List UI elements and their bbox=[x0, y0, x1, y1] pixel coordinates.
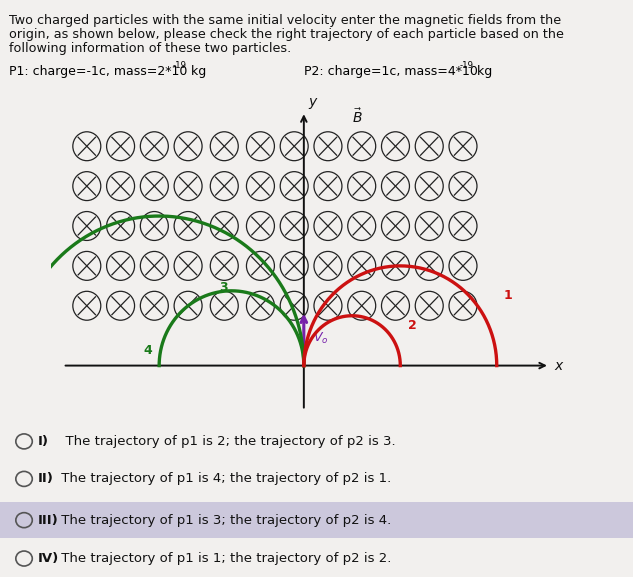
Text: IV): IV) bbox=[38, 552, 60, 565]
Text: 2: 2 bbox=[408, 319, 417, 332]
Text: -19: -19 bbox=[172, 61, 186, 70]
Text: P1: charge=-1c, mass=2*10: P1: charge=-1c, mass=2*10 bbox=[9, 65, 188, 78]
Text: III): III) bbox=[38, 514, 59, 527]
Text: The trajectory of p1 is 2; the trajectory of p2 is 3.: The trajectory of p1 is 2; the trajector… bbox=[57, 435, 396, 448]
Text: The trajectory of p1 is 4; the trajectory of p2 is 1.: The trajectory of p1 is 4; the trajector… bbox=[57, 473, 391, 485]
Text: P2: charge=1c, mass=4*10: P2: charge=1c, mass=4*10 bbox=[304, 65, 478, 78]
Text: x: x bbox=[555, 358, 563, 373]
Text: following information of these two particles.: following information of these two parti… bbox=[9, 42, 292, 55]
Text: y: y bbox=[309, 95, 317, 109]
Text: The trajectory of p1 is 1; the trajectory of p2 is 2.: The trajectory of p1 is 1; the trajector… bbox=[57, 552, 391, 565]
Text: II): II) bbox=[38, 473, 54, 485]
Text: 4: 4 bbox=[143, 344, 152, 357]
Text: I): I) bbox=[38, 435, 49, 448]
Text: Two charged particles with the same initial velocity enter the magnetic fields f: Two charged particles with the same init… bbox=[9, 14, 561, 28]
Text: The trajectory of p1 is 3; the trajectory of p2 is 4.: The trajectory of p1 is 3; the trajector… bbox=[57, 514, 391, 527]
Text: -19: -19 bbox=[460, 61, 473, 70]
Text: 3: 3 bbox=[219, 280, 228, 294]
Text: kg: kg bbox=[473, 65, 492, 78]
Text: origin, as shown below, please check the right trajectory of each particle based: origin, as shown below, please check the… bbox=[9, 28, 565, 42]
Text: $V_o$: $V_o$ bbox=[313, 331, 329, 346]
Text: $\vec{B}$: $\vec{B}$ bbox=[351, 107, 362, 126]
Text: 1: 1 bbox=[504, 289, 513, 302]
Text: kg: kg bbox=[187, 65, 206, 78]
